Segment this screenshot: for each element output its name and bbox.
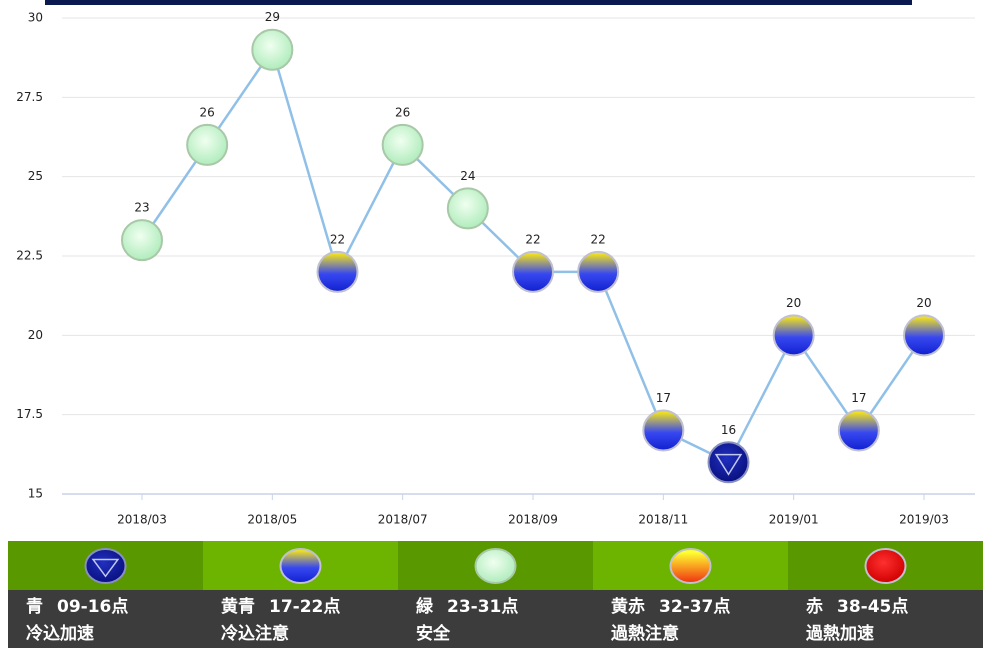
marker-body (279, 548, 322, 584)
marker-body (669, 548, 712, 584)
y-tick-label: 20 (28, 328, 43, 342)
marker (903, 314, 945, 357)
marker-body (577, 250, 620, 293)
y-tick-label: 22.5 (16, 249, 43, 263)
marker (316, 250, 359, 293)
data-label: 26 (395, 105, 410, 119)
marker-body (381, 123, 424, 166)
x-tick-label: 2019/01 (769, 513, 819, 527)
marker-triangle (714, 453, 743, 476)
data-label: 20 (786, 296, 801, 310)
legend-range: 32-37点 (659, 596, 730, 617)
y-tick-label: 15 (28, 487, 43, 501)
data-label: 16 (721, 423, 736, 437)
marker-body (772, 314, 815, 357)
marker-body (316, 250, 359, 293)
marker-body (512, 250, 554, 293)
marker-body (84, 548, 127, 584)
legend-label: 緑 23-31点 (416, 596, 518, 617)
marker (381, 123, 424, 166)
marker-body (864, 548, 907, 584)
data-label: 23 (134, 201, 149, 215)
top-bar (45, 0, 912, 5)
legend-label: 青 09-16点 (26, 596, 128, 617)
legend-range: 17-22点 (269, 596, 340, 617)
legend-name: 黄青 (221, 596, 255, 617)
marker (512, 250, 554, 293)
marker (864, 548, 907, 584)
legend-name: 赤 (806, 596, 823, 617)
marker-body (837, 409, 880, 452)
marker (279, 548, 322, 584)
legend-note: 安全 (416, 623, 451, 644)
x-tick-label: 2018/03 (117, 513, 167, 527)
data-label: 17 (851, 391, 866, 405)
data-label: 22 (330, 232, 345, 246)
y-tick-label: 25 (28, 169, 43, 183)
marker-body (446, 187, 489, 230)
data-label: 24 (460, 169, 475, 183)
legend-label: 赤 38-45点 (806, 596, 908, 617)
marker-body (642, 409, 685, 452)
marker (837, 409, 880, 452)
marker-body (903, 314, 945, 357)
x-tick-label: 2018/07 (378, 513, 428, 527)
marker (669, 548, 712, 584)
marker-body (251, 28, 294, 71)
y-tick-label: 27.5 (16, 90, 43, 104)
legend-label: 黄青 17-22点 (221, 596, 340, 617)
legend-note: 冷込加速 (26, 623, 94, 644)
data-label: 29 (265, 10, 280, 24)
legend-note: 過熱加速 (806, 623, 874, 644)
marker-body (186, 123, 229, 166)
legend-name: 緑 (416, 596, 434, 617)
x-tick-label: 2019/03 (899, 513, 949, 527)
data-label: 20 (916, 296, 931, 310)
marker (186, 123, 229, 166)
marker (772, 314, 815, 357)
x-tick-label: 2018/11 (638, 513, 688, 527)
marker-body (474, 548, 517, 584)
legend-label: 黄赤 32-37点 (611, 596, 730, 617)
marker (474, 548, 517, 584)
x-tick-label: 2018/05 (247, 513, 297, 527)
marker (577, 250, 620, 293)
marker (121, 219, 163, 262)
y-tick-label: 17.5 (16, 407, 43, 421)
legend-text-band (8, 590, 983, 648)
marker-body (121, 219, 163, 262)
marker-triangle (91, 558, 120, 578)
legend-name: 黄赤 (611, 596, 645, 617)
data-label: 26 (200, 105, 215, 119)
legend-name: 青 (26, 596, 43, 617)
legend-range: 38-45点 (837, 596, 908, 617)
marker (446, 187, 489, 230)
y-tick-label: 30 (28, 11, 43, 25)
x-tick-label: 2018/09 (508, 513, 558, 527)
data-label: 17 (656, 391, 671, 405)
data-label: 22 (525, 232, 540, 246)
marker (84, 548, 127, 584)
legend-range: 23-31点 (447, 596, 518, 617)
data-label: 22 (591, 232, 606, 246)
legend-note: 過熱注意 (611, 623, 679, 644)
marker (642, 409, 685, 452)
legend-note: 冷込注意 (221, 623, 289, 644)
marker (707, 441, 750, 484)
legend-range: 09-16点 (57, 596, 128, 617)
marker-body (707, 441, 750, 484)
marker (251, 28, 294, 71)
